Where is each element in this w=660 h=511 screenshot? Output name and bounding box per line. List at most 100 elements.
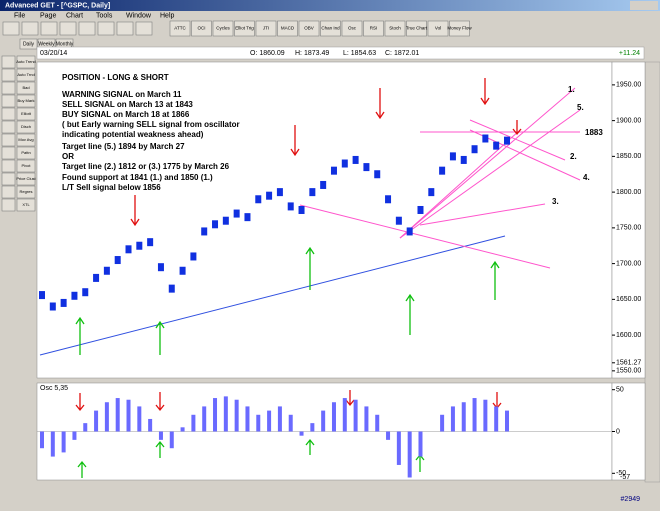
side-icon[interactable] [1,68,16,82]
side-label[interactable]: Buy Mark [18,98,35,103]
side-button[interactable] [16,107,36,121]
side-icon[interactable] [1,55,16,69]
tool-icon[interactable] [135,21,153,36]
menu-item[interactable]: File [14,12,25,19]
menu-item[interactable]: Window [126,12,152,19]
menu-item[interactable]: Help [160,12,175,19]
side-icon[interactable] [1,133,16,147]
tool-label[interactable]: True Chart [406,26,428,31]
tool-button[interactable] [320,20,341,37]
y-tick-label: 1950.00 [616,82,641,89]
tool-icon[interactable] [59,21,77,36]
price-bar [60,298,67,307]
tool-button[interactable] [169,20,191,37]
side-label[interactable]: Regres [20,189,33,194]
tool-label[interactable]: MACD [281,26,295,31]
osc-bar [299,431,304,436]
osc-bar [202,406,207,432]
tool-button[interactable] [384,20,406,37]
tool-label[interactable]: JTI [263,26,269,31]
side-icon[interactable] [1,107,16,121]
osc-bar [396,431,401,465]
side-icon[interactable] [1,185,16,199]
line-label: 1883 [585,128,603,137]
window-controls[interactable] [630,1,658,10]
tool-button[interactable] [234,20,255,37]
tool-button[interactable] [406,20,427,37]
side-label[interactable]: Auto Trend [16,59,36,64]
tool-button[interactable] [255,20,277,37]
tool-label[interactable]: Money Flow [447,26,472,31]
tool-label[interactable]: ATTC [174,26,186,31]
side-button[interactable] [16,133,36,147]
side-button[interactable] [16,185,36,199]
side-button[interactable] [16,120,36,134]
side-label[interactable]: Auto Trnd [17,72,34,77]
side-icon[interactable] [1,94,16,108]
osc-axis-panel [611,382,646,481]
side-button[interactable] [16,68,36,82]
side-label[interactable]: Pivot [22,163,32,168]
tab[interactable] [19,38,38,50]
side-icon[interactable] [1,81,16,95]
tool-label[interactable]: Osc [348,26,357,31]
side-icon[interactable] [1,120,16,134]
side-label[interactable]: Bad [22,85,29,90]
side-label[interactable]: Pattn [21,150,30,155]
side-label[interactable]: Disch [21,124,31,129]
tab-label[interactable]: Monthly [56,41,74,47]
side-button[interactable] [16,159,36,173]
side-button[interactable] [16,172,36,186]
tool-button[interactable] [212,20,234,37]
side-label[interactable]: Mov Avg [18,137,33,142]
side-icon[interactable] [1,146,16,160]
tool-icon[interactable] [97,21,115,36]
tool-button[interactable] [298,20,320,37]
tool-label[interactable]: Vol [435,26,441,31]
tool-label[interactable]: Cycles [216,26,230,31]
tool-button[interactable] [427,20,449,37]
tool-label[interactable]: Stoch [389,26,401,31]
side-icon[interactable] [1,159,16,173]
side-icon[interactable] [1,172,16,186]
side-button[interactable] [16,146,36,160]
menu-item[interactable]: Chart [66,12,83,19]
price-bar [39,291,45,300]
tool-button[interactable] [277,20,298,37]
tool-label[interactable]: Elliot Trig [235,26,254,31]
tool-label[interactable]: OBV [304,26,314,31]
tab-label[interactable]: Weekly [38,41,55,47]
y-tick-label: 1700.00 [616,260,641,267]
annotation: Found support at 1841 (1.) and 1850 (1.) [62,173,213,182]
side-label[interactable]: XTL [22,202,30,207]
tool-icon[interactable] [40,21,58,36]
tool-button[interactable] [363,20,384,37]
osc-bar [505,410,509,432]
tool-icon[interactable] [21,21,39,36]
side-button[interactable] [16,94,36,108]
menu-item[interactable]: Page [40,12,56,19]
side-icon[interactable] [1,198,16,212]
tool-icon[interactable] [116,21,134,36]
side-button[interactable] [16,55,36,69]
tool-label[interactable]: Chan Ind [321,26,340,31]
y-tick-label: 1561.27 [616,360,641,367]
tool-label[interactable]: RSI [370,26,378,31]
y-tick-label: 1850.00 [616,153,641,160]
price-bar [103,266,110,275]
menu-item[interactable]: Tools [96,12,113,19]
right-toolbar[interactable] [644,61,660,483]
price-axis-panel [611,61,646,379]
tool-icon[interactable] [78,21,96,36]
tab-label[interactable]: Daily [23,41,35,47]
tool-button[interactable] [191,20,212,37]
side-button[interactable] [16,81,36,95]
tool-button[interactable] [449,20,470,37]
side-label[interactable]: Elliott [21,111,32,116]
tool-label[interactable]: OCI [197,26,205,31]
side-button[interactable] [16,198,36,212]
side-label[interactable]: Price Clust [16,176,36,181]
tool-icon[interactable] [2,21,20,36]
tool-button[interactable] [341,20,363,37]
